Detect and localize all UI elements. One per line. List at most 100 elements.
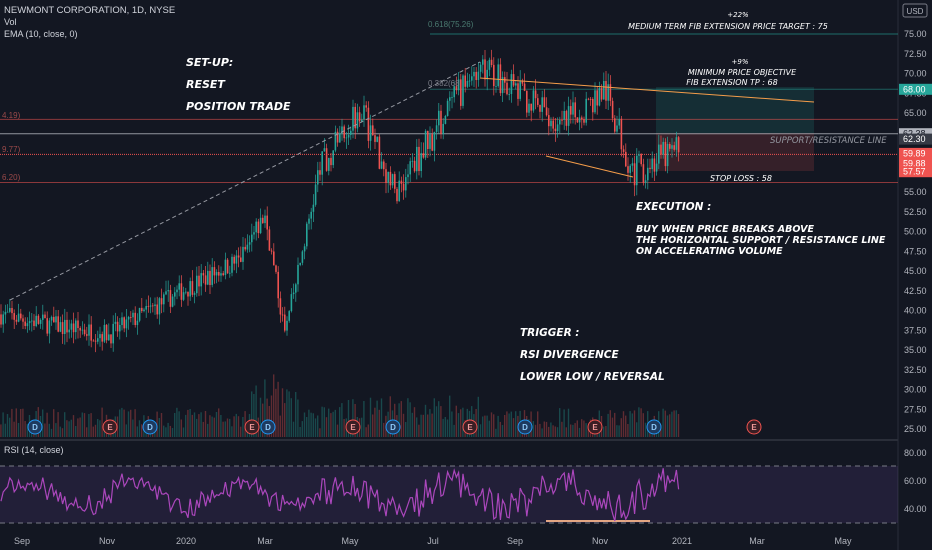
earnings-marker[interactable]: [102, 419, 118, 435]
volume-bar: [631, 413, 633, 437]
candle: [484, 59, 486, 80]
candle: [321, 151, 323, 175]
candle: [299, 262, 301, 265]
candle: [363, 105, 365, 120]
dividend-marker[interactable]: [646, 419, 662, 435]
volume-bar: [211, 416, 213, 437]
volume-bar: [70, 419, 72, 437]
price-tick-18: 30.00: [904, 385, 927, 395]
candle: [541, 97, 543, 112]
time-tick-6: Sep: [507, 536, 523, 546]
volume-bar: [671, 411, 673, 437]
volume-bar: [57, 412, 59, 437]
candle: [31, 320, 33, 322]
volume-bar: [563, 409, 565, 437]
volume-bar: [479, 424, 482, 437]
candle: [220, 273, 222, 276]
volume-bar: [83, 413, 86, 437]
volume-bar: [86, 427, 88, 437]
rsi-tick-40: 40.00: [904, 504, 927, 514]
candle: [53, 316, 55, 323]
volume-bar: [629, 411, 631, 437]
currency-button[interactable]: [902, 3, 928, 18]
candle: [466, 81, 469, 87]
price-tick-0: 75.00: [904, 29, 927, 39]
candle: [552, 120, 554, 129]
candle: [317, 170, 319, 185]
volume-bar: [484, 415, 486, 437]
candle: [332, 150, 334, 166]
candle: [391, 174, 394, 186]
candle: [136, 320, 139, 325]
candle: [61, 322, 64, 334]
candle: [325, 148, 328, 171]
candle: [567, 106, 570, 126]
price-badge-5: [899, 166, 932, 178]
earnings-marker[interactable]: [462, 419, 478, 435]
candle: [246, 244, 249, 250]
candle: [460, 79, 462, 106]
dividend-marker[interactable]: [260, 419, 276, 435]
volume-bar: [328, 408, 330, 437]
volume-bar: [218, 408, 220, 437]
volume-bar: [202, 421, 204, 437]
event-marker-label: D: [32, 423, 38, 432]
reward-zone: [656, 87, 814, 133]
candle: [490, 59, 493, 65]
candle: [664, 141, 667, 167]
volume-bar: [229, 418, 231, 437]
candle: [211, 267, 213, 285]
earnings-marker[interactable]: [244, 419, 260, 435]
candle: [138, 307, 141, 321]
candle: [581, 117, 583, 120]
volume-bar: [616, 425, 618, 437]
execution-label: EXECUTION :: [636, 201, 711, 213]
volume-bar: [400, 401, 402, 437]
volume-bar: [237, 416, 240, 437]
candle: [435, 125, 438, 132]
volume-bar: [673, 410, 675, 437]
candle: [125, 319, 128, 329]
volume-bar: [220, 415, 222, 437]
volume-bar: [11, 408, 13, 437]
volume-bar: [81, 412, 83, 437]
candle: [301, 251, 304, 263]
volume-bar: [163, 425, 165, 437]
candle: [468, 80, 471, 82]
dividend-marker[interactable]: [385, 419, 401, 435]
dividend-marker[interactable]: [142, 419, 158, 435]
earnings-marker[interactable]: [587, 419, 603, 435]
price-tick-17: 32.50: [904, 365, 927, 375]
volume-bar: [15, 408, 17, 437]
volume-bar: [174, 413, 176, 437]
earnings-marker[interactable]: [345, 419, 361, 435]
volume-bar: [499, 421, 501, 437]
candle: [446, 100, 449, 116]
candle: [253, 232, 255, 235]
candle: [453, 86, 455, 98]
volume-bar: [314, 418, 317, 437]
position-label: POSITION TRADE: [186, 100, 291, 113]
volume-bar: [242, 417, 244, 437]
volume-bar: [198, 414, 200, 437]
volume-bar: [273, 374, 275, 437]
candle: [677, 137, 680, 153]
candle: [270, 250, 273, 252]
candle: [431, 134, 433, 151]
dividend-marker[interactable]: [517, 419, 533, 435]
volume-bar: [398, 403, 400, 437]
candle: [361, 119, 363, 122]
candle: [57, 316, 59, 332]
volume-bar: [270, 395, 273, 437]
volume-bar: [264, 379, 266, 437]
candle: [178, 283, 180, 290]
earnings-marker[interactable]: [746, 419, 762, 435]
volume-bar: [532, 421, 534, 437]
candle: [341, 126, 343, 134]
candle: [576, 117, 579, 123]
volume-bar: [116, 416, 119, 437]
candle: [0, 314, 2, 325]
volume-bar: [383, 422, 385, 437]
dividend-marker[interactable]: [27, 419, 43, 435]
